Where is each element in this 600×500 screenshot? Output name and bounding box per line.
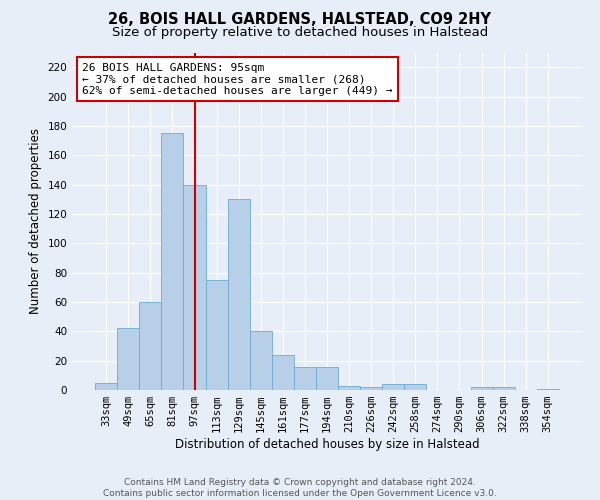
Bar: [470, 387, 493, 390]
Bar: [382, 384, 404, 390]
Bar: [316, 366, 338, 390]
Bar: [227, 199, 250, 390]
Bar: [184, 184, 206, 390]
Bar: [360, 387, 382, 390]
Bar: [250, 332, 272, 390]
Bar: [294, 366, 316, 390]
Bar: [404, 384, 427, 390]
Bar: [537, 388, 559, 390]
X-axis label: Distribution of detached houses by size in Halstead: Distribution of detached houses by size …: [175, 438, 479, 451]
Bar: [338, 386, 360, 390]
Text: Contains HM Land Registry data © Crown copyright and database right 2024.
Contai: Contains HM Land Registry data © Crown c…: [103, 478, 497, 498]
Bar: [493, 387, 515, 390]
Text: Size of property relative to detached houses in Halstead: Size of property relative to detached ho…: [112, 26, 488, 39]
Bar: [139, 302, 161, 390]
Text: 26, BOIS HALL GARDENS, HALSTEAD, CO9 2HY: 26, BOIS HALL GARDENS, HALSTEAD, CO9 2HY: [109, 12, 491, 28]
Text: 26 BOIS HALL GARDENS: 95sqm
← 37% of detached houses are smaller (268)
62% of se: 26 BOIS HALL GARDENS: 95sqm ← 37% of det…: [82, 62, 392, 96]
Bar: [206, 280, 227, 390]
Bar: [95, 382, 117, 390]
Bar: [272, 355, 294, 390]
Bar: [117, 328, 139, 390]
Bar: [161, 133, 184, 390]
Y-axis label: Number of detached properties: Number of detached properties: [29, 128, 42, 314]
